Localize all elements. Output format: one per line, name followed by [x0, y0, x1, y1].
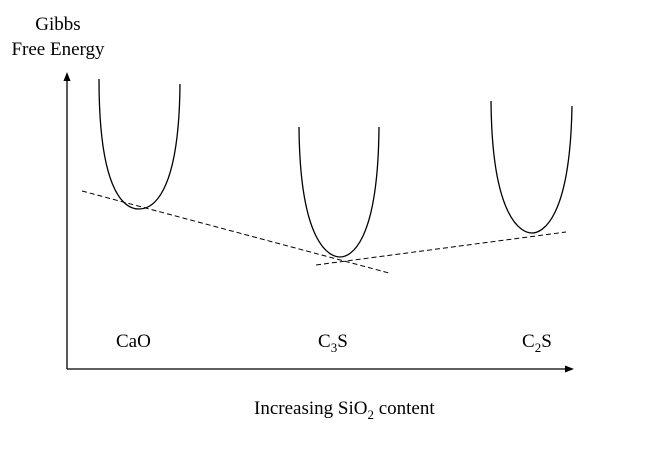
phase-label-end: S — [337, 331, 348, 352]
phase-label-main: C — [522, 331, 535, 352]
phase-label-subscript: 2 — [534, 340, 542, 355]
phase-label-main: C — [318, 331, 331, 352]
tangent-line-cao-c3s — [81, 190, 390, 274]
cao-energy-curve — [98, 78, 181, 210]
x-axis-arrowhead — [565, 365, 574, 373]
phase-label-main: CaO — [116, 331, 151, 352]
c3s-energy-curve — [298, 126, 380, 258]
tangent-line-c3s-c2s — [315, 231, 567, 266]
c2s-energy-curve — [490, 100, 573, 234]
x-axis-label-end: content — [373, 398, 435, 419]
y-axis-label-line1: Gibbs — [35, 14, 81, 35]
phase-label-subscript: 3 — [330, 340, 338, 355]
y-axis-label-line2: Free Energy — [11, 39, 105, 60]
phase-label-c3s: C3S — [318, 331, 348, 355]
phase-label-end: S — [541, 331, 552, 352]
x-axis-label: Increasing SiO2 content — [254, 398, 435, 422]
y-axis-label: Gibbs Free Energy — [8, 12, 108, 62]
y-axis-arrowhead — [63, 72, 71, 81]
x-axis-label-subscript: 2 — [367, 407, 374, 422]
phase-label-c2s: C2S — [522, 331, 552, 355]
phase-label-cao: CaO — [116, 331, 151, 353]
x-axis-label-main: Increasing SiO — [254, 398, 368, 419]
